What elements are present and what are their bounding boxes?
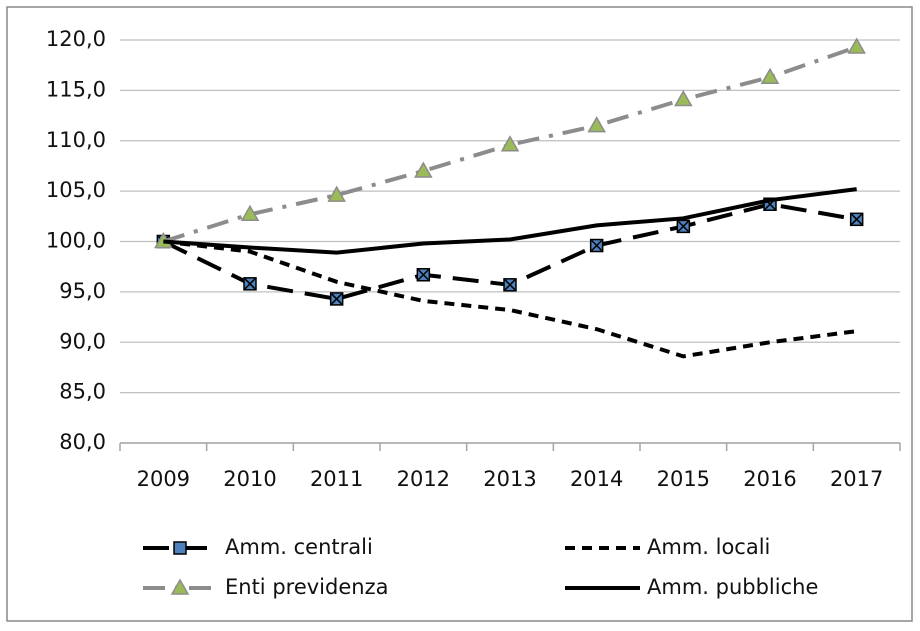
legend-label: Enti previdenza (225, 575, 388, 599)
series-line (162, 45, 858, 244)
x-tick-label: 2017 (830, 467, 883, 491)
y-tick-label: 90,0 (59, 329, 106, 353)
x-tick-label: 2011 (310, 467, 363, 491)
x-tick-label: 2015 (657, 467, 710, 491)
marker (500, 135, 520, 152)
marker (676, 219, 691, 234)
marker-cross (591, 239, 603, 252)
marker (327, 185, 346, 202)
marker (589, 238, 604, 253)
marker (674, 89, 693, 107)
marker-cross (851, 213, 863, 225)
y-tick-label: 100,0 (46, 229, 106, 253)
marker-cross (417, 269, 429, 281)
y-tick-label: 105,0 (46, 178, 106, 202)
legend-marker (173, 541, 187, 555)
marker (503, 278, 517, 292)
x-tick-label: 2016 (743, 467, 796, 491)
marker (849, 212, 864, 227)
marker (243, 277, 257, 291)
marker (414, 161, 433, 178)
y-tick-label: 80,0 (59, 430, 106, 454)
marker (587, 116, 606, 133)
x-tick-label: 2014 (570, 467, 623, 491)
y-tick-label: 110,0 (46, 128, 106, 152)
chart-frame (6, 6, 913, 622)
y-tick-label: 115,0 (46, 77, 106, 101)
marker-cross (504, 279, 516, 291)
marker-cross (331, 293, 343, 305)
marker-cross (677, 220, 689, 232)
marker-cross (244, 278, 256, 290)
legend-label: Amm. locali (647, 535, 770, 559)
marker (416, 267, 431, 282)
y-tick-label: 85,0 (59, 380, 106, 404)
legend-label: Amm. pubbliche (647, 575, 818, 599)
marker (760, 67, 780, 85)
series-line (163, 187, 857, 255)
x-tick-label: 2010 (223, 467, 276, 491)
marker (240, 204, 260, 222)
marker (847, 37, 866, 54)
x-tick-label: 2013 (483, 467, 536, 491)
y-tick-label: 120,0 (46, 27, 106, 51)
x-tick-label: 2009 (137, 467, 190, 491)
legend-marker (170, 578, 190, 595)
y-tick-label: 95,0 (59, 279, 106, 303)
x-tick-label: 2012 (397, 467, 450, 491)
marker (329, 292, 344, 306)
legend-label: Amm. centrali (225, 535, 373, 559)
